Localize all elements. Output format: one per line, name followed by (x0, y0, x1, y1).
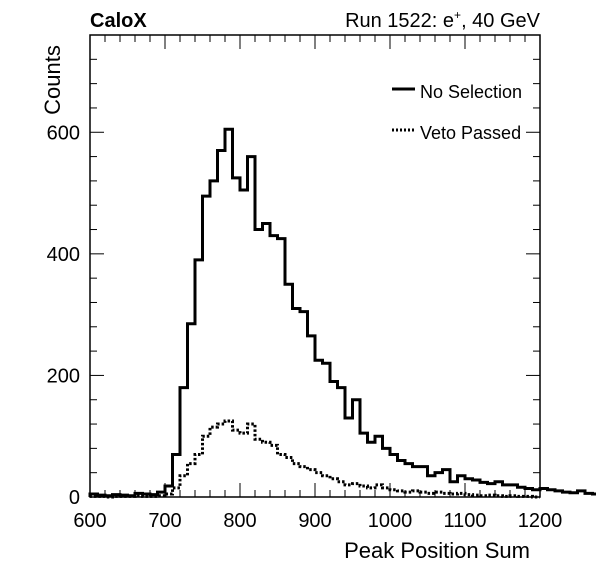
legend-label-no-selection: No Selection (420, 82, 522, 102)
y-tick-label: 400 (47, 244, 80, 266)
x-tick-label: 900 (298, 510, 331, 532)
ticks-layer: 600 700 800 900 1000 1100 1200 0 200 400 600 (47, 34, 563, 532)
x-axis-label: Peak Position Sum (344, 538, 530, 563)
y-tick-label: 200 (47, 365, 80, 387)
x-tick-label: 1200 (518, 510, 563, 532)
y-tick-label: 600 (47, 122, 80, 144)
series-line-0 (88, 127, 596, 498)
x-tick-label: 800 (223, 510, 256, 532)
x-tick-label: 600 (73, 510, 106, 532)
chart-legend: No Selection Veto Passed (392, 82, 522, 143)
series-layer (88, 127, 596, 499)
y-axis-label: Counts (40, 45, 65, 115)
chart-corner-title: CaloX (90, 10, 147, 32)
x-tick-label: 1100 (443, 510, 486, 532)
chart-run-label: Run 1522: e+, 40 GeV (345, 8, 541, 32)
axes-layer (89, 34, 541, 498)
x-tick-label: 1000 (368, 510, 413, 532)
legend-label-veto-passed: Veto Passed (420, 123, 521, 143)
plot-frame (89, 34, 541, 498)
y-tick-label: 0 (69, 487, 80, 509)
x-tick-label: 700 (148, 510, 181, 532)
series-line-1 (88, 419, 540, 499)
